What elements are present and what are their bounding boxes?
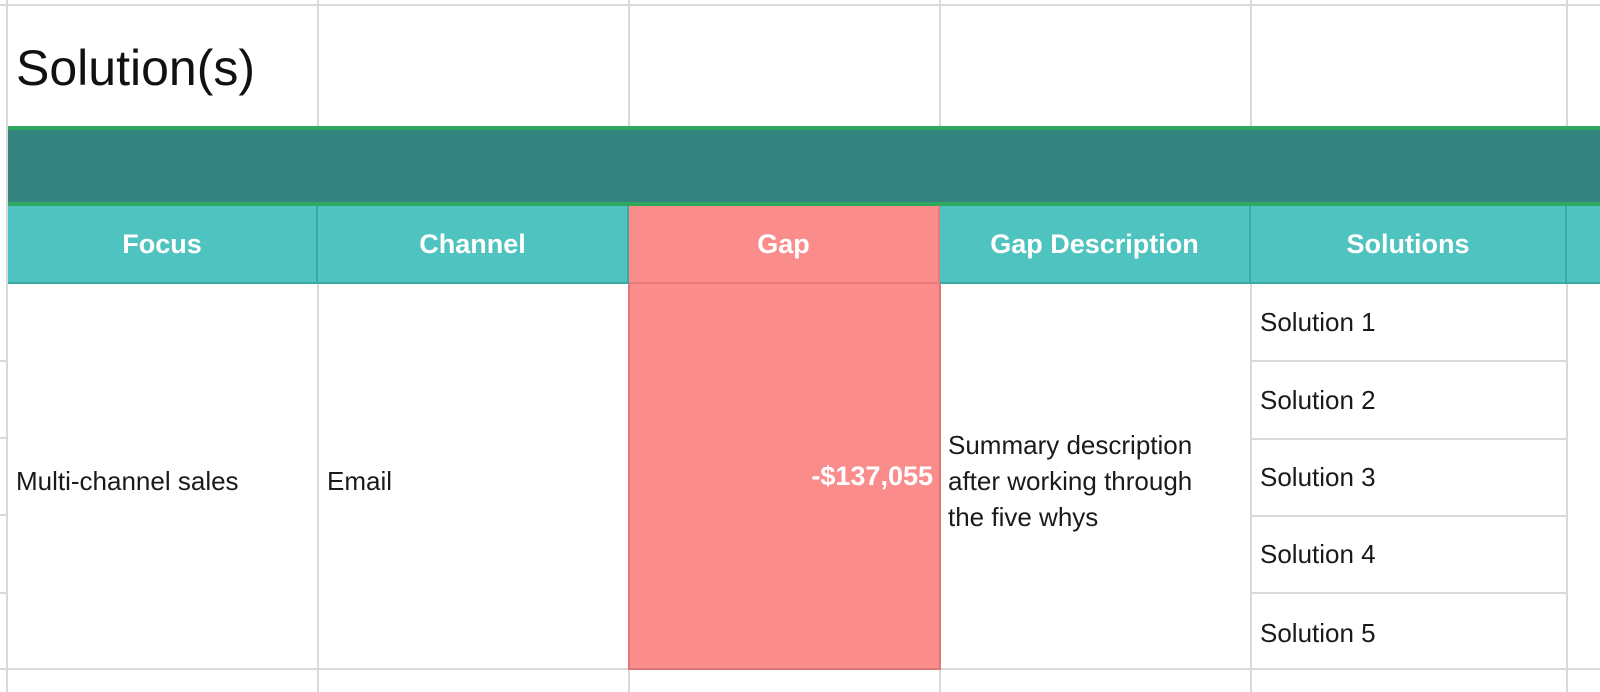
header-focus[interactable]: Focus — [8, 206, 318, 284]
cell-solution-1[interactable]: Solution 1 — [1252, 284, 1568, 362]
header-gap-description[interactable]: Gap Description — [940, 206, 1251, 284]
header-gap[interactable]: Gap — [629, 206, 940, 284]
gridline — [0, 514, 8, 516]
gridline — [0, 437, 8, 439]
cell-focus[interactable]: Multi-channel sales — [16, 465, 239, 496]
cell-solution-5[interactable]: Solution 5 — [1260, 617, 1376, 648]
gridline — [0, 4, 1600, 6]
gridline — [317, 0, 319, 692]
header-band[interactable] — [8, 126, 1600, 206]
header-extra-cell[interactable] — [1567, 206, 1600, 284]
gridline — [0, 592, 8, 594]
cell-gap-description[interactable]: Summary description after working throug… — [948, 430, 1193, 532]
header-channel[interactable]: Channel — [318, 206, 629, 284]
gridline — [6, 0, 8, 692]
cell-channel[interactable]: Email — [327, 465, 393, 496]
gridline — [0, 360, 8, 362]
cell-solution-4[interactable]: Solution 4 — [1252, 516, 1568, 594]
cell-solution-2[interactable]: Solution 2 — [1252, 362, 1568, 440]
cell-solution-3[interactable]: Solution 3 — [1252, 439, 1568, 517]
gridline — [1566, 0, 1568, 692]
gridline — [1250, 0, 1252, 692]
sheet-title[interactable]: Solution(s) — [16, 40, 255, 96]
cell-gap[interactable]: -$137,055 — [628, 284, 941, 670]
header-solutions[interactable]: Solutions — [1251, 206, 1567, 284]
